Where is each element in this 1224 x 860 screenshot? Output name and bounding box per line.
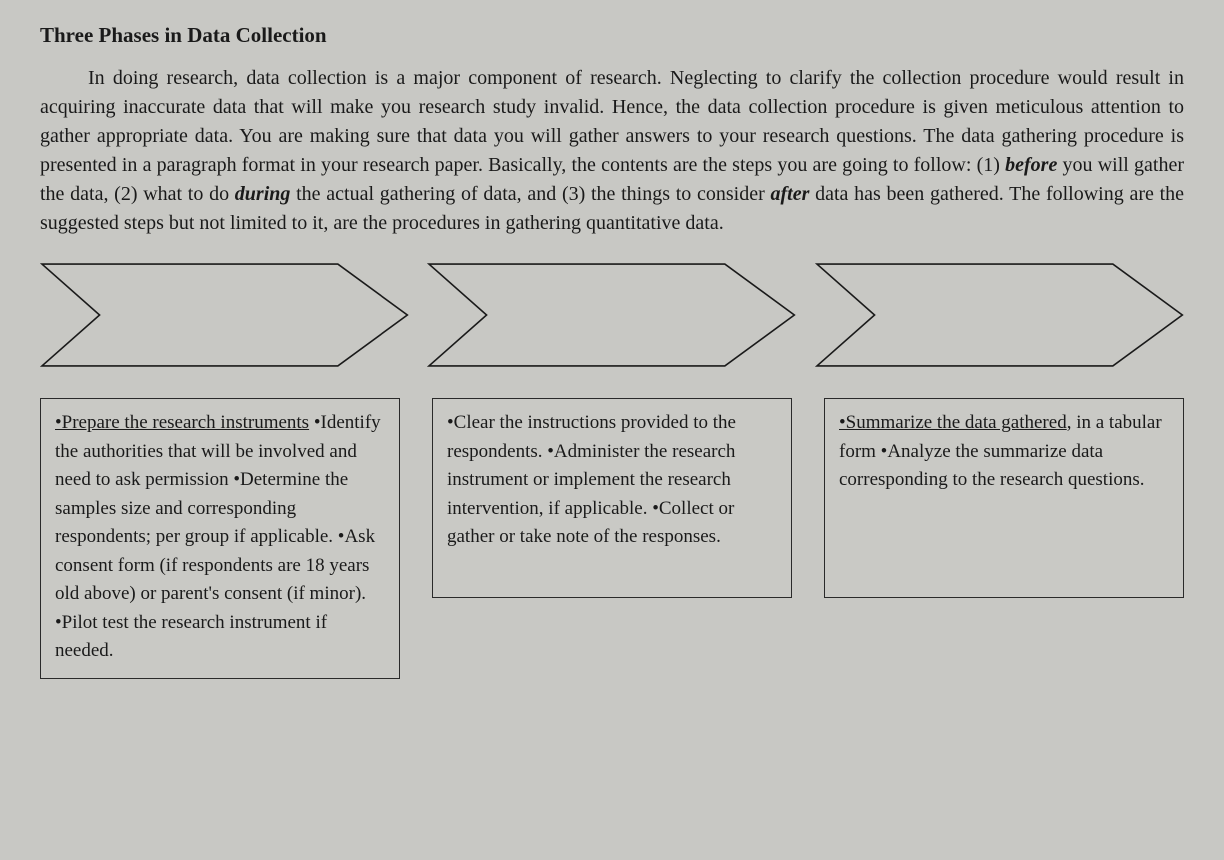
page-title: Three Phases in Data Collection <box>40 20 1184 50</box>
phase-box-before: •Prepare the research instruments •Ident… <box>40 398 400 679</box>
intro-paragraph: In doing research, data collection is a … <box>40 64 1184 238</box>
before-word: before <box>1005 154 1057 176</box>
phase1-lead: •Prepare the research instruments <box>55 412 309 433</box>
phase-boxes-row: •Prepare the research instruments •Ident… <box>40 398 1184 679</box>
phase3-lead: •Summarize the data gathered <box>839 412 1067 433</box>
arrow-phase-3 <box>815 260 1184 370</box>
arrow-phase-1 <box>40 260 409 370</box>
para-seg-3: the actual gathering of data, and (3) th… <box>290 183 770 205</box>
during-word: during <box>235 183 291 205</box>
chevron-arrow-icon <box>429 265 794 367</box>
after-word: after <box>770 183 809 205</box>
arrow-phase-2 <box>427 260 796 370</box>
arrows-row <box>40 260 1184 370</box>
chevron-arrow-icon <box>817 265 1182 367</box>
phase1-rest: •Identify the authorities that will be i… <box>55 412 381 661</box>
phase-box-during: •Clear the instructions provided to the … <box>432 398 792 598</box>
phase2-text: •Clear the instructions provided to the … <box>447 412 736 547</box>
phase-box-after: •Summarize the data gathered, in a tabul… <box>824 398 1184 598</box>
chevron-arrow-icon <box>42 265 407 367</box>
